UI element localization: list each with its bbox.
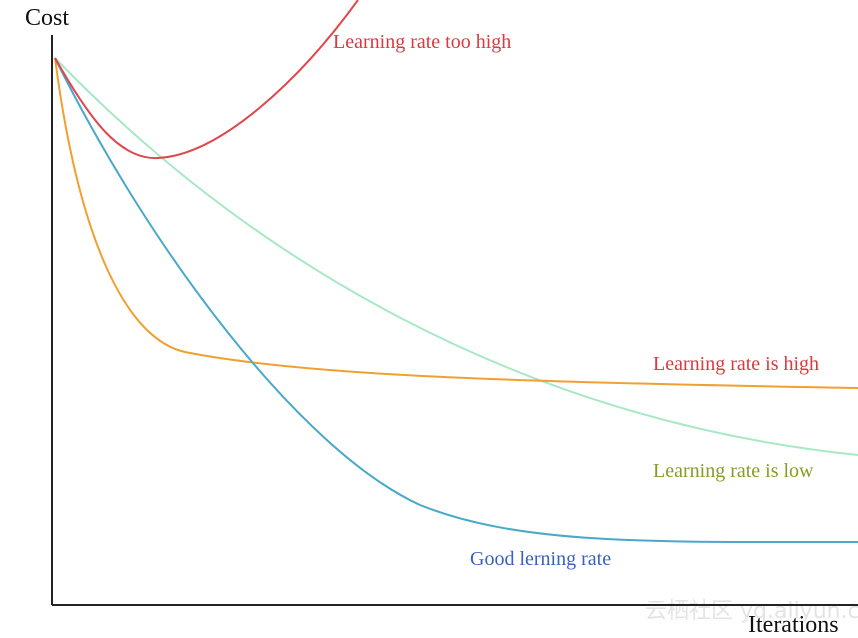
x-axis-label: Iterations — [748, 612, 839, 638]
curve-label: Good lerning rate — [470, 548, 611, 570]
y-axis-label: Cost — [25, 5, 69, 31]
curve-label: Learning rate is high — [653, 353, 819, 375]
curve-good — [54, 57, 858, 544]
curve-label: Learning rate is low — [653, 460, 814, 482]
curve-too-high — [54, 0, 359, 160]
watermark: 云栖社区 yq.aliyun.com — [645, 599, 858, 624]
curve-high — [54, 57, 858, 389]
curve-label: Learning rate too high — [333, 31, 511, 53]
curve-low — [54, 57, 858, 456]
